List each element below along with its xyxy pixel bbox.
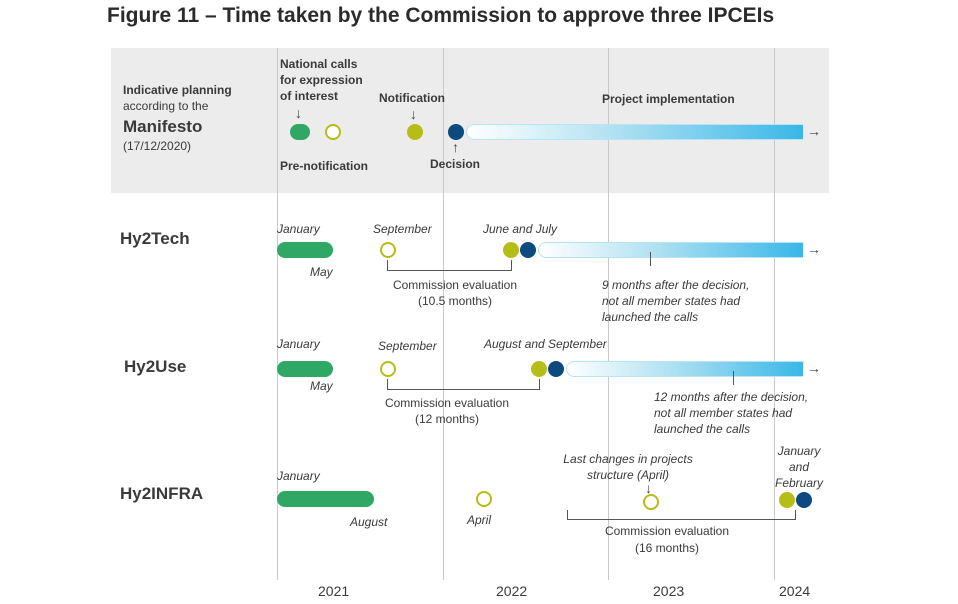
manifesto-notification-dot bbox=[407, 124, 423, 140]
hy2infra-notification-dot bbox=[779, 492, 795, 508]
hy2use-prenotification-dot bbox=[380, 361, 396, 377]
hy2tech-september: September bbox=[373, 222, 432, 236]
manifesto-calls-marker bbox=[290, 124, 310, 140]
implementation-label: Project implementation bbox=[602, 92, 735, 106]
year-2021: 2021 bbox=[318, 583, 350, 599]
hy2use-continue-arrow-icon: → bbox=[807, 360, 821, 376]
manifesto-label-date: (17/12/2020) bbox=[123, 139, 192, 153]
hy2tech-prenotification-dot bbox=[380, 242, 396, 258]
hy2infra-eval-bracket-left bbox=[567, 510, 568, 520]
hy2tech-continue-arrow-icon: → bbox=[807, 241, 821, 257]
hy2tech-note-line2: not all member states had bbox=[602, 294, 741, 308]
hy2use-january: January bbox=[277, 337, 320, 351]
hy2infra-changes-dot bbox=[643, 494, 659, 510]
hy2use-eval-line1: Commission evaluation bbox=[384, 396, 510, 410]
manifesto-band bbox=[111, 48, 829, 193]
hy2use-note-tick bbox=[733, 371, 734, 385]
year-line-2022 bbox=[443, 48, 444, 580]
prenotification-label: Pre-notification bbox=[280, 159, 369, 173]
figure-title: Figure 11 – Time taken by the Commission… bbox=[107, 4, 775, 27]
hy2infra-april: April bbox=[467, 513, 492, 527]
hy2use-label: Hy2Use bbox=[124, 357, 187, 376]
hy2tech-january: January bbox=[277, 222, 320, 236]
hy2infra-changes-line1: Last changes in projects bbox=[563, 452, 693, 466]
year-line-2021 bbox=[277, 48, 278, 580]
year-2024: 2024 bbox=[779, 583, 811, 599]
year-2022: 2022 bbox=[496, 583, 528, 599]
manifesto-label-line2: according to the bbox=[123, 99, 209, 113]
year-line-2023 bbox=[608, 48, 609, 580]
hy2tech-june-july: June and July bbox=[483, 222, 558, 236]
hy2use-notification-dot bbox=[531, 361, 547, 377]
hy2use-implementation-bar bbox=[566, 361, 803, 377]
hy2tech-note-line3: launched the calls bbox=[602, 310, 699, 324]
hy2infra-janfeb-line2: and bbox=[788, 460, 810, 474]
calls-label-line3: of interest bbox=[280, 89, 339, 103]
calls-label-line2: for expression bbox=[280, 73, 363, 87]
hy2tech-note-line1: 9 months after the decision, bbox=[602, 278, 750, 292]
hy2infra-calls-bar bbox=[277, 491, 374, 507]
hy2tech-eval-bracket-left bbox=[387, 260, 388, 271]
decision-arrow-icon: ↑ bbox=[452, 139, 459, 155]
hy2use-aug-sep: August and September bbox=[484, 337, 607, 351]
hy2use-note-line2: not all member states had bbox=[654, 406, 793, 420]
hy2tech-note-tick bbox=[650, 252, 651, 266]
hy2tech-eval-line1: Commission evaluation bbox=[392, 278, 518, 292]
hy2infra-janfeb-line3: February bbox=[774, 476, 824, 490]
manifesto-label-line1: Indicative planning bbox=[123, 83, 232, 97]
manifesto-implementation-bar bbox=[466, 124, 803, 140]
manifesto-continue-arrow-icon: → bbox=[807, 123, 821, 139]
hy2tech-notification-dot bbox=[503, 242, 519, 258]
hy2infra-eval-bracket-bottom bbox=[567, 519, 796, 520]
hy2tech-eval-line2: (10.5 months) bbox=[417, 294, 493, 308]
hy2infra-changes-arrow-icon: ↓ bbox=[645, 480, 652, 496]
hy2tech-may: May bbox=[310, 265, 333, 279]
hy2infra-changes-line2: structure (April) bbox=[586, 468, 669, 482]
year-2023: 2023 bbox=[653, 583, 685, 599]
hy2infra-janfeb-line1: January bbox=[777, 444, 821, 458]
notification-arrow-icon: ↓ bbox=[410, 106, 417, 122]
manifesto-label-big: Manifesto bbox=[123, 117, 203, 136]
hy2tech-calls-bar bbox=[277, 242, 333, 258]
hy2infra-august: August bbox=[350, 515, 388, 529]
hy2tech-eval-bracket-right bbox=[511, 260, 512, 271]
manifesto-decision-dot bbox=[448, 124, 464, 140]
hy2use-september: September bbox=[378, 339, 437, 353]
hy2infra-decision-dot bbox=[796, 492, 812, 508]
hy2tech-implementation-bar bbox=[538, 242, 803, 258]
hy2use-eval-bracket-bottom bbox=[387, 389, 540, 390]
notification-label: Notification bbox=[379, 91, 445, 105]
hy2use-note-line1: 12 months after the decision, bbox=[654, 390, 809, 404]
hy2use-note-line3: launched the calls bbox=[654, 422, 751, 436]
hy2tech-label: Hy2Tech bbox=[120, 229, 190, 248]
hy2infra-eval-bracket-right bbox=[795, 510, 796, 520]
hy2infra-eval-line1: Commission evaluation bbox=[604, 524, 730, 538]
hy2infra-label: Hy2INFRA bbox=[120, 484, 204, 503]
hy2tech-eval-bracket-bottom bbox=[387, 270, 512, 271]
hy2infra-january: January bbox=[277, 469, 320, 483]
calls-label-line1: National calls bbox=[280, 57, 358, 71]
hy2infra-eval-line2: (16 months) bbox=[634, 541, 700, 555]
hy2use-eval-bracket-right bbox=[539, 379, 540, 390]
hy2infra-prenotification-dot bbox=[476, 491, 492, 507]
hy2use-eval-line2: (12 months) bbox=[414, 412, 480, 426]
hy2use-may: May bbox=[310, 379, 333, 393]
hy2use-eval-bracket-left bbox=[387, 379, 388, 390]
hy2use-decision-dot bbox=[548, 361, 564, 377]
decision-label: Decision bbox=[430, 157, 481, 171]
year-line-2024 bbox=[774, 48, 775, 580]
hy2tech-decision-dot bbox=[520, 242, 536, 258]
hy2use-calls-bar bbox=[277, 361, 333, 377]
calls-arrow-icon: ↓ bbox=[295, 105, 302, 121]
manifesto-prenotification-dot bbox=[325, 124, 341, 140]
